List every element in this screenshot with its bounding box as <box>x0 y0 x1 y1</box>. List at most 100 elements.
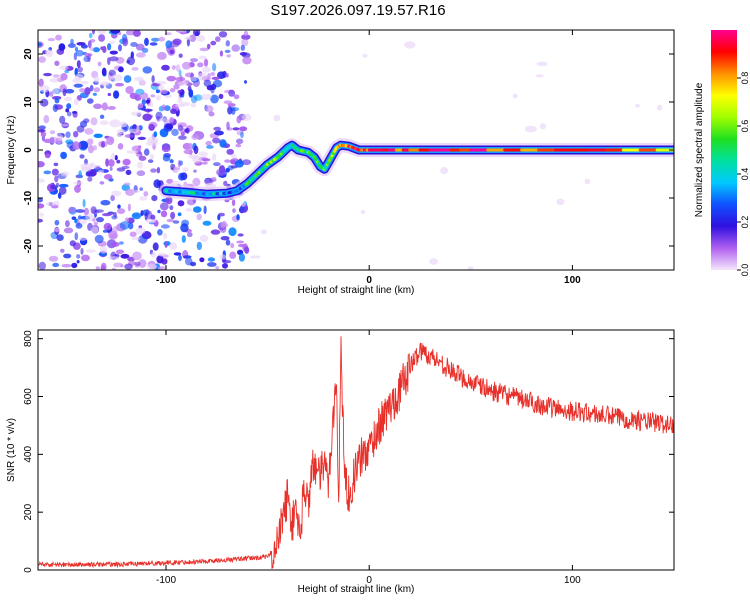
y-tick-label: 800 <box>23 330 34 347</box>
noise-blob <box>179 160 183 165</box>
noise-blob <box>89 47 94 51</box>
x-tick-label: 100 <box>564 275 581 286</box>
noise-blob <box>40 99 48 107</box>
noise-haze <box>164 95 172 98</box>
noise-blob <box>199 257 204 262</box>
noise-blob <box>72 111 77 114</box>
noise-haze <box>250 255 261 258</box>
noise-blob <box>117 208 125 214</box>
noise-blob <box>36 198 43 202</box>
noise-blob <box>233 127 240 130</box>
noise-blob <box>228 165 234 170</box>
noise-blob <box>226 54 231 57</box>
noise-blob <box>222 263 228 269</box>
noise-blob <box>120 264 123 267</box>
noise-blob <box>178 200 185 206</box>
noise-haze <box>109 41 115 44</box>
noise-blob <box>225 50 231 53</box>
noise-blob <box>176 64 180 72</box>
noise-blob <box>98 34 105 42</box>
noise-blob <box>202 158 210 161</box>
noise-blob <box>203 221 212 226</box>
snr-xlabel: Height of straight line (km) <box>298 584 415 595</box>
noise-haze <box>147 264 157 270</box>
noise-blob <box>102 46 106 53</box>
noise-blob <box>214 131 224 136</box>
noise-blob <box>122 38 128 47</box>
x-tick-label: 100 <box>564 575 581 586</box>
noise-blob <box>226 40 230 46</box>
noise-blob <box>65 220 70 227</box>
noise-blob <box>157 167 160 173</box>
noise-blob <box>74 84 83 88</box>
noise-blob <box>100 181 105 185</box>
noise-blob <box>179 92 182 97</box>
noise-blob <box>73 131 78 138</box>
noise-blob <box>110 167 113 171</box>
noise-haze <box>109 119 121 127</box>
noise-blob <box>244 80 247 84</box>
noise-blob <box>150 94 155 97</box>
noise-blob <box>219 94 224 99</box>
noise-haze <box>100 81 109 86</box>
noise-blob <box>169 205 173 210</box>
noise-haze <box>135 154 140 157</box>
noise-blob <box>187 232 193 237</box>
noise-blob <box>95 209 104 212</box>
noise-blob <box>156 89 160 93</box>
colorbar-tick-label: 0.4 <box>740 168 750 181</box>
noise-blob <box>60 73 67 80</box>
noise-blob <box>244 31 248 36</box>
noise-haze <box>241 202 246 207</box>
noise-blob <box>36 219 43 223</box>
noise-haze <box>190 77 197 81</box>
noise-haze <box>274 115 281 122</box>
noise-blob <box>38 56 46 63</box>
noise-blob <box>210 41 216 46</box>
noise-haze <box>361 210 365 214</box>
colorbar: 0.00.20.40.60.8 Normalized spectral ampl… <box>694 30 750 276</box>
noise-blob <box>170 50 175 54</box>
noise-haze <box>145 219 156 223</box>
colorbar-tick-label: 0.8 <box>740 72 750 85</box>
noise-haze <box>80 219 87 225</box>
noise-blob <box>54 61 59 66</box>
noise-blob <box>107 43 111 50</box>
noise-blob <box>192 178 200 186</box>
noise-haze <box>35 178 45 182</box>
noise-haze <box>129 129 139 134</box>
noise-haze <box>185 208 192 212</box>
noise-blob <box>110 27 120 33</box>
noise-blob <box>117 167 126 171</box>
noise-blob <box>165 241 168 248</box>
noise-blob <box>212 177 217 180</box>
noise-haze <box>39 213 44 217</box>
noise-blob <box>180 223 188 232</box>
noise-haze <box>98 170 104 174</box>
noise-blob <box>235 144 241 148</box>
noise-haze <box>198 56 207 60</box>
noise-blob <box>241 45 245 51</box>
noise-blob <box>52 169 59 176</box>
noise-haze <box>189 155 199 159</box>
noise-blob <box>104 223 112 231</box>
noise-blob <box>153 242 159 250</box>
noise-blob <box>111 242 120 247</box>
noise-blob <box>157 229 163 236</box>
noise-haze <box>139 196 147 200</box>
noise-blob <box>77 126 85 133</box>
noise-blob <box>39 125 46 129</box>
noise-blob <box>138 103 143 108</box>
noise-blob <box>44 139 53 143</box>
noise-haze <box>169 242 177 249</box>
noise-blob <box>79 154 84 158</box>
noise-blob <box>124 264 133 270</box>
noise-haze <box>261 229 267 234</box>
noise-haze <box>178 81 188 86</box>
noise-haze <box>100 120 109 125</box>
y-tick-label: -10 <box>23 190 34 205</box>
noise-blob <box>54 163 59 167</box>
noise-blob <box>142 114 152 121</box>
noise-haze <box>173 166 179 173</box>
